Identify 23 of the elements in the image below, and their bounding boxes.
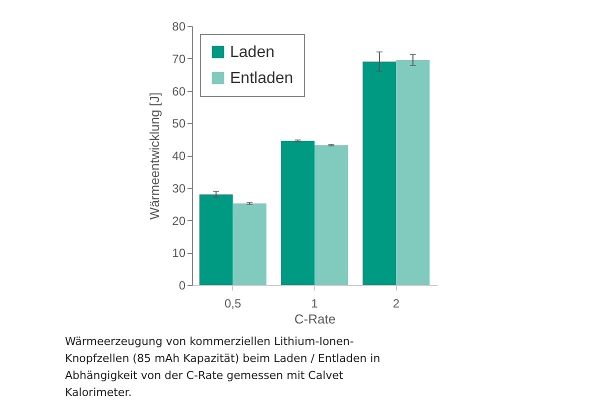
y-tick-label: 20 <box>172 214 186 228</box>
y-tick-label: 60 <box>172 84 186 98</box>
legend-label: Laden <box>230 44 274 61</box>
y-axis-title: Wärmeentwicklung [J] <box>147 92 162 220</box>
y-tick-label: 40 <box>172 149 186 163</box>
bar <box>314 145 348 285</box>
text: Wärmeerzeugung von kommerziellen Lithium-Ionen-Knopfzellen (85 mAh Kapazität) beim Laden / Entladen in Abhängigkeit von der C-Rate gemessen mit Calvet Kalorimeter. <box>65 334 382 400</box>
y-tick-label: 80 <box>172 20 186 34</box>
bar <box>281 140 314 285</box>
x-tick-label: 1 <box>311 296 318 310</box>
bar <box>199 194 233 285</box>
y-tick-label: 30 <box>172 181 186 196</box>
bar <box>362 62 396 285</box>
y-tick-label: 70 <box>172 52 186 66</box>
y-tick-label: 10 <box>172 246 186 260</box>
bar <box>232 203 266 285</box>
y-tick-label: 0 <box>178 278 186 292</box>
y-tick-label: 50 <box>172 116 186 131</box>
bar <box>396 60 430 285</box>
x-tick-label: 2 <box>392 296 400 310</box>
x-axis-title: C-Rate <box>294 312 336 326</box>
x-tick-label: 0,5 <box>224 296 242 310</box>
legend-label: Entladen <box>230 70 294 87</box>
